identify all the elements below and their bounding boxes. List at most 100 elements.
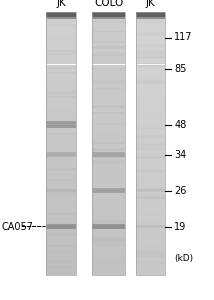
Bar [46, 21, 76, 24]
Bar [46, 27, 76, 29]
Bar [92, 137, 125, 139]
Bar [46, 189, 76, 191]
Bar [46, 36, 76, 38]
Bar [92, 122, 125, 125]
Bar [136, 220, 165, 222]
Bar [46, 163, 76, 165]
Bar [136, 124, 165, 126]
Bar [46, 49, 76, 51]
Bar [92, 23, 125, 25]
Bar [136, 266, 165, 268]
Bar [136, 80, 165, 82]
Bar [92, 59, 125, 62]
Bar [136, 262, 165, 264]
Bar [92, 242, 125, 244]
Bar [46, 150, 76, 152]
Bar [136, 91, 165, 93]
Bar [136, 110, 165, 112]
Bar [136, 34, 165, 36]
Bar [92, 155, 125, 157]
Bar [136, 142, 165, 144]
Bar [136, 81, 165, 84]
Bar [92, 78, 125, 81]
Bar [92, 256, 125, 258]
Bar [92, 73, 125, 75]
Bar [136, 100, 165, 103]
Bar [46, 260, 76, 263]
Bar [136, 264, 165, 266]
Bar [92, 12, 125, 17]
Bar [92, 225, 125, 226]
Bar [136, 115, 165, 117]
Bar [136, 191, 165, 192]
Bar [92, 202, 125, 205]
Bar [46, 170, 76, 173]
Bar [136, 221, 165, 222]
Bar [46, 124, 76, 126]
Bar [92, 220, 125, 222]
Bar [46, 92, 76, 94]
Bar [46, 169, 76, 172]
Bar [46, 220, 76, 222]
Text: COLO: COLO [94, 0, 123, 8]
Bar [46, 28, 76, 32]
Bar [92, 29, 125, 32]
Bar [92, 154, 125, 155]
Bar [46, 224, 76, 226]
Bar [92, 143, 125, 146]
Bar [92, 45, 125, 47]
Text: 117: 117 [174, 32, 193, 43]
Bar [92, 239, 125, 242]
Bar [136, 175, 165, 177]
Bar [46, 218, 76, 220]
Bar [136, 198, 165, 200]
Bar [46, 154, 76, 156]
Bar [92, 224, 125, 226]
Bar [46, 248, 76, 250]
Bar [136, 183, 165, 185]
Bar [136, 93, 165, 95]
Bar [46, 128, 76, 130]
Bar [92, 19, 125, 21]
Bar [46, 161, 76, 163]
Bar [92, 183, 125, 185]
Bar [136, 128, 165, 130]
Bar [46, 246, 76, 248]
Bar [136, 253, 165, 255]
Bar [46, 244, 76, 246]
Bar [46, 167, 76, 169]
Bar [46, 91, 76, 93]
Bar [136, 215, 165, 217]
Bar [92, 188, 125, 189]
Bar [136, 235, 165, 237]
Bar [92, 62, 125, 64]
Bar [136, 49, 165, 51]
Bar [136, 64, 165, 67]
Bar [92, 255, 125, 257]
Bar [92, 235, 125, 237]
Bar [92, 253, 125, 255]
Bar [136, 118, 165, 121]
Bar [46, 16, 76, 19]
Bar [136, 230, 165, 232]
Bar [92, 125, 125, 128]
Bar [92, 88, 125, 91]
Bar [136, 67, 165, 69]
Bar [136, 102, 165, 104]
Bar [136, 108, 165, 110]
Bar [136, 111, 165, 114]
Bar [92, 237, 125, 239]
Bar [92, 246, 125, 248]
Bar [46, 88, 76, 91]
Bar [92, 227, 125, 228]
Bar [92, 226, 125, 227]
Bar [46, 93, 76, 95]
Bar [92, 189, 125, 190]
Bar [136, 202, 165, 205]
Bar [46, 248, 76, 250]
Bar [136, 38, 165, 40]
Bar [136, 141, 165, 143]
Bar [136, 84, 165, 86]
Bar [46, 179, 76, 181]
Bar [136, 152, 165, 154]
